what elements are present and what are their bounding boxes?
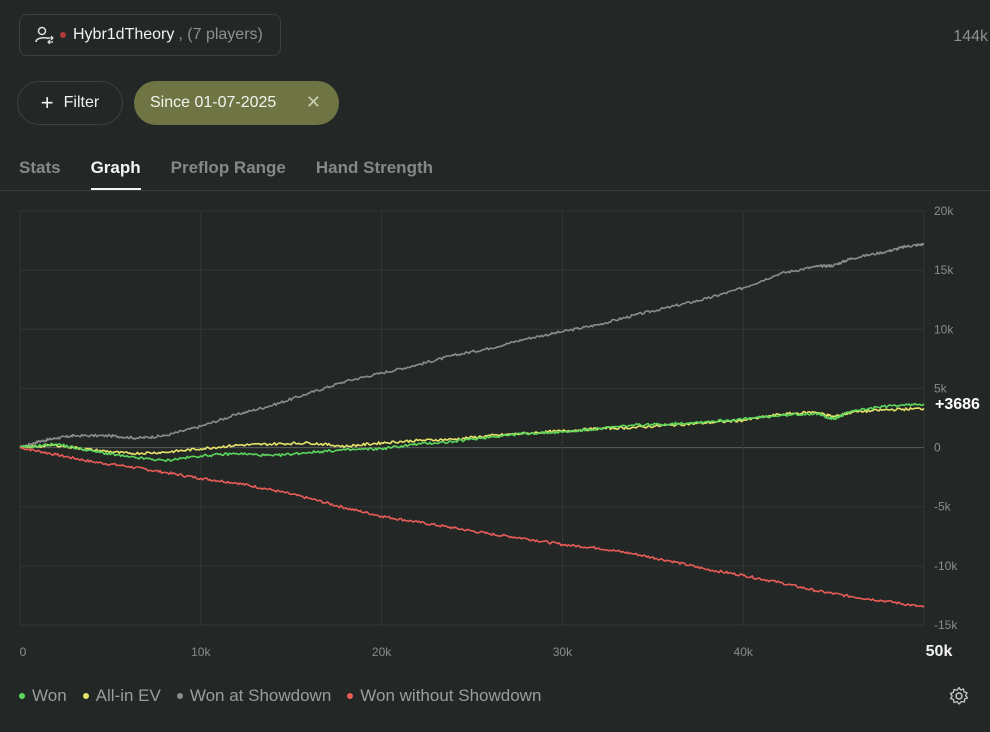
legend: Won All-in EV Won at Showdown Won withou… xyxy=(19,686,541,706)
filter-label: Filter xyxy=(63,94,100,111)
legend-dot xyxy=(19,693,25,699)
legend-label: All-in EV xyxy=(95,686,161,705)
tab-preflop-range[interactable]: Preflop Range xyxy=(170,158,286,177)
date-filter-label: Since 01-07-2025 xyxy=(150,94,277,111)
user-switch-icon xyxy=(35,26,54,45)
legend-dot xyxy=(176,693,183,699)
tab-bar: Stats Graph Preflop Range Hand Strength xyxy=(19,158,433,190)
legend-label: Won at Showdown xyxy=(189,686,332,705)
tab-hand-strength[interactable]: Hand Strength xyxy=(315,158,433,177)
hands-total: 144k xyxy=(953,28,988,45)
legend-label: Won without Showdown xyxy=(360,686,542,705)
tabs-divider xyxy=(0,190,990,191)
y-tick-label: 0 xyxy=(934,441,941,455)
plus-icon: + xyxy=(40,90,54,115)
legend-label: Won xyxy=(32,686,67,705)
profit-graph[interactable]: 20k 15k 10k 5k 0 -5k -10k -15k 0 10k 20k 30k 40k 50k +… xyxy=(0,195,990,670)
legend-item-won[interactable]: Won xyxy=(19,686,67,706)
y-tick-label: 15k xyxy=(934,263,954,277)
tab-graph[interactable]: Graph xyxy=(90,158,141,190)
legend-item-won-at-showdown[interactable]: Won at Showdown xyxy=(176,686,332,706)
x-tick-label: 10k xyxy=(191,645,211,659)
player-name: Hybr1dTheory xyxy=(73,26,175,43)
y-tick-label: -5k xyxy=(934,500,952,514)
add-filter-button[interactable]: + Filter xyxy=(17,81,123,125)
x-tick-label: 30k xyxy=(553,645,573,659)
legend-dot xyxy=(347,693,354,699)
series-allin-ev-line xyxy=(19,407,925,456)
tab-stats[interactable]: Stats xyxy=(19,158,61,177)
final-value-label: +3686 xyxy=(935,396,980,413)
close-icon[interactable]: ✕ xyxy=(305,92,321,112)
gear-icon[interactable] xyxy=(949,686,969,706)
x-tick-label: 50k xyxy=(926,643,953,660)
y-tick-label: -15k xyxy=(934,618,958,632)
x-tick-label: 0 xyxy=(20,645,27,659)
plot-frame xyxy=(19,210,925,626)
legend-item-won-without-showdown[interactable]: Won without Showdown xyxy=(347,686,541,706)
player-count: , (7 players) xyxy=(178,26,263,43)
legend-item-allin-ev[interactable]: All-in EV xyxy=(82,686,161,706)
player-selector[interactable]: Hybr1dTheory, (7 players) xyxy=(19,14,281,56)
series-won-at-showdown-line xyxy=(19,242,925,449)
date-filter-chip[interactable]: Since 01-07-2025 ✕ xyxy=(134,81,339,125)
series-won-line xyxy=(19,402,925,463)
y-tick-label: 20k xyxy=(934,204,954,218)
x-tick-label: 40k xyxy=(734,645,754,659)
y-tick-label: 10k xyxy=(934,322,954,336)
legend-dot xyxy=(82,693,89,699)
x-tick-label: 20k xyxy=(372,645,392,659)
y-tick-label: -10k xyxy=(934,559,958,573)
series-won-without-showdown-line xyxy=(19,446,925,608)
status-dot xyxy=(60,32,66,38)
y-tick-label: 5k xyxy=(934,381,948,395)
